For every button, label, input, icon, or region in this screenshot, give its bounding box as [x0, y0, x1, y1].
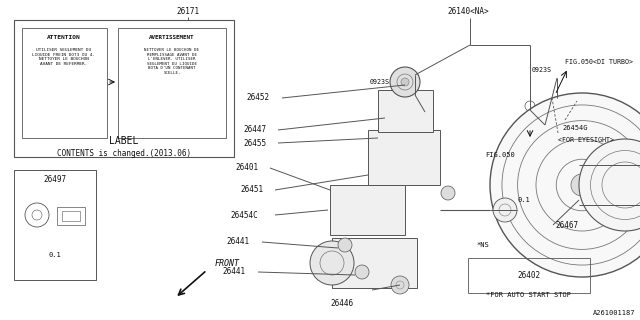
Bar: [14, 20, 234, 157]
Text: 26467: 26467: [555, 220, 578, 229]
Text: 0923S: 0923S: [532, 67, 552, 73]
Text: 0.1: 0.1: [49, 252, 61, 258]
Text: FRONT: FRONT: [215, 260, 240, 268]
Text: 26452: 26452: [246, 93, 269, 102]
Circle shape: [525, 101, 535, 111]
Text: A261001187: A261001187: [593, 310, 635, 316]
Text: 26446: 26446: [330, 299, 353, 308]
Text: FIG.050<DI TURBO>: FIG.050<DI TURBO>: [565, 59, 633, 65]
Text: 0.1: 0.1: [518, 197, 531, 203]
Text: 26451: 26451: [240, 186, 263, 195]
Circle shape: [441, 186, 455, 200]
Circle shape: [338, 238, 352, 252]
Text: *FOR AUTO START STOP: *FOR AUTO START STOP: [486, 292, 572, 298]
Text: ATTENTION: ATTENTION: [47, 35, 81, 40]
Circle shape: [310, 241, 354, 285]
Text: 26454G: 26454G: [562, 125, 588, 131]
Text: 26401: 26401: [235, 164, 258, 172]
Text: 26402: 26402: [517, 270, 541, 279]
Circle shape: [490, 93, 640, 277]
Bar: [57, 207, 85, 225]
Circle shape: [401, 78, 409, 86]
Bar: [368, 130, 440, 185]
Text: *NS: *NS: [476, 242, 489, 248]
Text: LABEL: LABEL: [109, 136, 139, 146]
Bar: [62, 211, 80, 221]
Bar: [22, 28, 107, 138]
Text: 26140<NA>: 26140<NA>: [447, 7, 488, 17]
Text: 26441: 26441: [226, 237, 249, 246]
Text: 26447: 26447: [243, 125, 266, 134]
Circle shape: [355, 265, 369, 279]
Bar: [332, 238, 417, 288]
Text: 0923S: 0923S: [370, 79, 390, 85]
Text: AVERTISSEMENT: AVERTISSEMENT: [149, 35, 195, 40]
Circle shape: [410, 102, 420, 112]
Text: 26455: 26455: [243, 139, 266, 148]
Bar: [330, 185, 405, 235]
Circle shape: [579, 139, 640, 231]
Text: <FOR EYESIGHT>: <FOR EYESIGHT>: [558, 137, 614, 143]
Circle shape: [390, 67, 420, 97]
Text: NETTOVER LE BOUCHON DE
REMPLISSAGE AVANT DE
L'ENLEVER. UTILISER
SEULEMENT DU LIQ: NETTOVER LE BOUCHON DE REMPLISSAGE AVANT…: [145, 48, 200, 75]
Text: 26454C: 26454C: [230, 211, 258, 220]
Bar: [378, 90, 433, 132]
Text: FIG.050: FIG.050: [485, 152, 515, 158]
Circle shape: [571, 174, 593, 196]
Text: 26497: 26497: [44, 175, 67, 184]
Text: CONTENTS is changed.(2013.06): CONTENTS is changed.(2013.06): [57, 148, 191, 157]
Text: UTILISER SEULEMENT DU
LIQUIDE FREIN DOT3 OU 4.
NETTOYER LE BOUCHON
AVANT DE REFE: UTILISER SEULEMENT DU LIQUIDE FREIN DOT3…: [33, 48, 95, 66]
Bar: [14, 170, 96, 280]
Bar: [118, 28, 226, 138]
Circle shape: [493, 198, 517, 222]
Circle shape: [391, 276, 409, 294]
Bar: [468, 258, 590, 293]
Text: 26171: 26171: [177, 7, 200, 17]
Text: 26441: 26441: [222, 268, 245, 276]
